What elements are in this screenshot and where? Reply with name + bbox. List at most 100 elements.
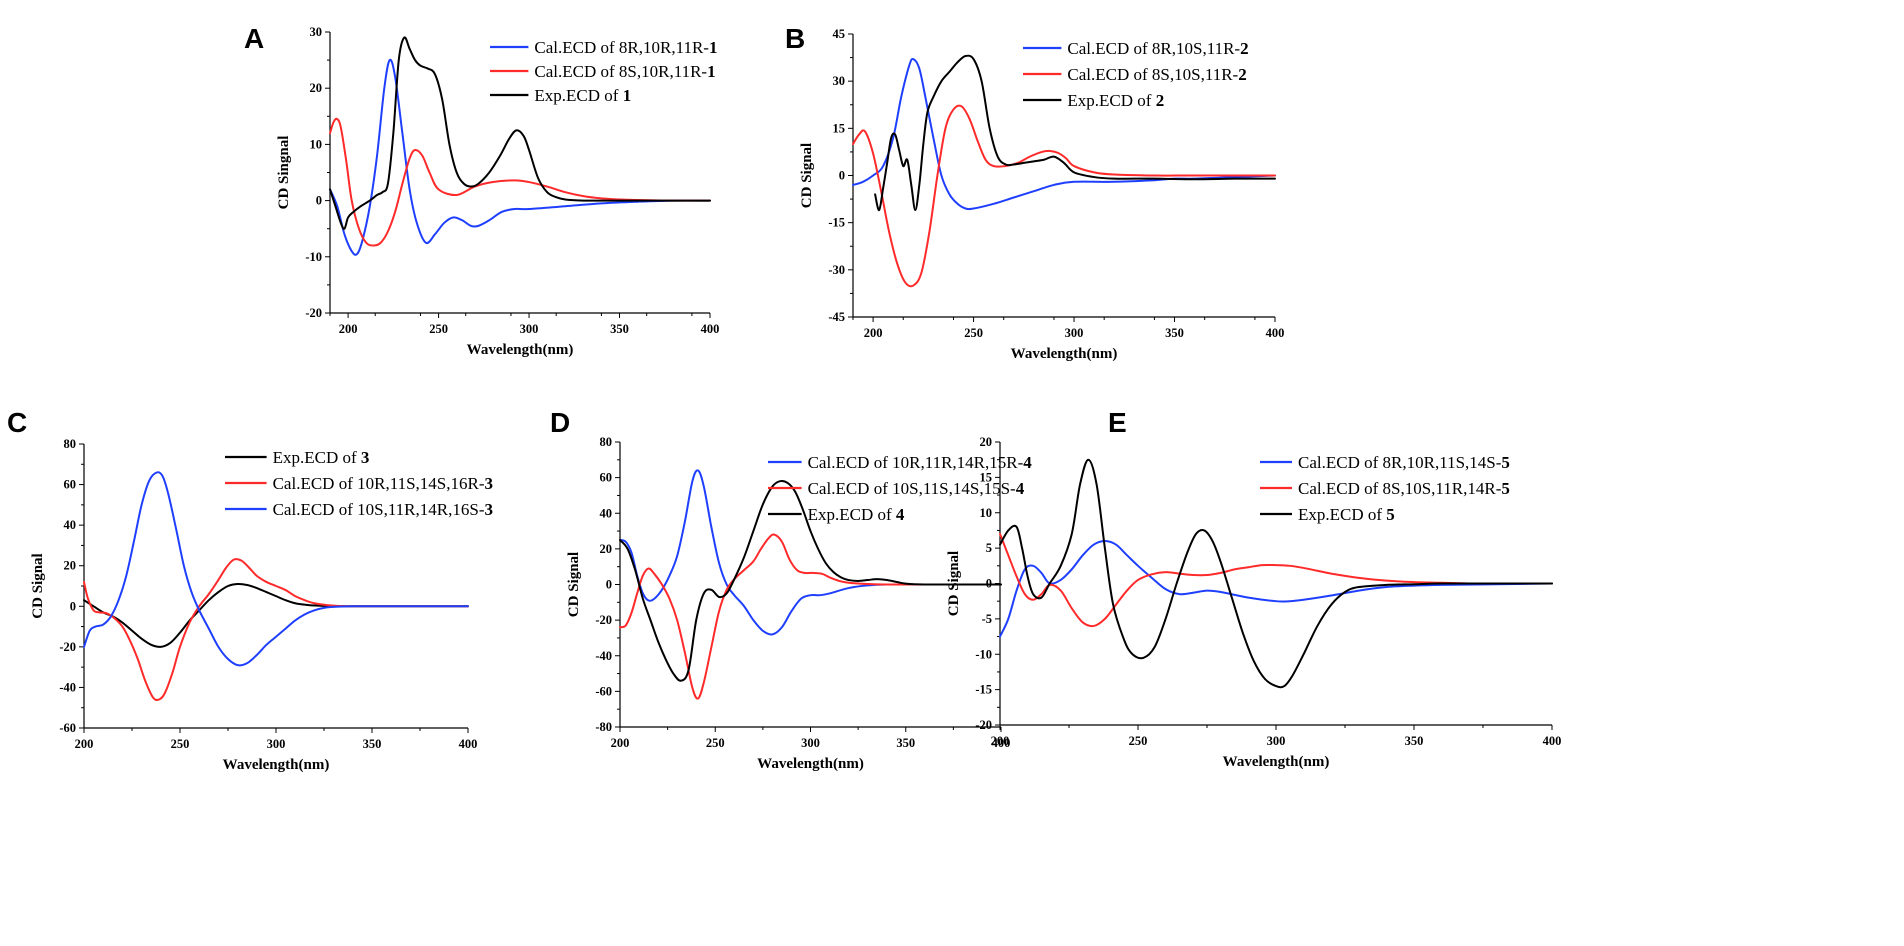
x-tick-label: 250: [964, 326, 983, 340]
y-tick-label: -60: [59, 721, 76, 735]
y-axis-title: CD Signal: [799, 143, 815, 208]
y-tick-label: 30: [310, 25, 323, 39]
legend-compound-number: 4: [896, 505, 905, 524]
y-tick-label: 80: [600, 435, 613, 449]
y-tick-label: 15: [980, 470, 993, 484]
legend-compound-number: 2: [1156, 91, 1165, 110]
y-tick-label: 0: [316, 194, 322, 208]
panel-letter: C: [7, 407, 27, 438]
legend-label: Cal.ECD of 10S,11S,14S,15S-: [808, 479, 1016, 498]
series-line-blue: [852, 58, 1276, 211]
legend-compound-number: 5: [1501, 479, 1510, 498]
x-tick-label: 350: [1405, 734, 1424, 748]
legend-entry: Exp.ECD of 1: [534, 86, 631, 105]
legend-entry: Cal.ECD of 8R,10S,11R-2: [1067, 39, 1248, 58]
y-tick-label: 15: [833, 121, 846, 135]
y-tick-label: -80: [595, 720, 612, 734]
x-tick-label: 400: [701, 322, 720, 336]
x-tick-label: 300: [801, 736, 820, 750]
y-tick-label: 60: [600, 471, 613, 485]
legend-entry: Cal.ECD of 8S,10S,11R,14R-5: [1298, 479, 1510, 498]
legend-compound-number: 3: [361, 448, 370, 467]
y-tick-label: -20: [59, 640, 76, 654]
series-line-black: [83, 582, 469, 648]
y-tick-label: -10: [975, 647, 992, 661]
y-axis-title: CD Signal: [946, 551, 962, 616]
legend-compound-number: 5: [1501, 453, 1510, 472]
y-tick-label: 40: [64, 518, 77, 532]
legend-compound-number: 3: [484, 474, 493, 493]
legend-compound-number: 5: [1386, 505, 1395, 524]
series-line-red: [619, 533, 1002, 700]
series-line-black: [874, 54, 1276, 212]
y-axis-title: CD Singnal: [276, 136, 292, 210]
y-tick-label: 80: [64, 437, 77, 451]
x-axis-title: Wavelength(nm): [1011, 346, 1118, 362]
series-line-red: [329, 117, 711, 247]
y-tick-label: 0: [70, 599, 76, 613]
x-tick-label: 350: [896, 736, 915, 750]
x-tick-label: 250: [1129, 734, 1148, 748]
y-tick-label: -10: [305, 250, 322, 264]
legend-compound-number: 4: [1016, 479, 1025, 498]
x-axis-title: Wavelength(nm): [1223, 754, 1330, 770]
panel-a: A -20 -10 0 10 20 30 200 250 300 350 400 Wavelength(…: [244, 23, 719, 358]
y-tick-label: 5: [986, 541, 992, 555]
legend-entry: Cal.ECD of 10R,11R,14R,15R-4: [808, 453, 1033, 472]
legend-entry: Cal.ECD of 8S,10S,11R-2: [1067, 65, 1246, 84]
series-line-blue: [329, 58, 711, 256]
panel-e: E -20 -15 -10 -5 0 5 10 15 20 200 250 300 350 400 Wavel…: [946, 407, 1561, 770]
legend-compound-number: 1: [623, 86, 632, 105]
legend-entry: Cal.ECD of 8S,10R,11R-1: [534, 62, 715, 81]
legend-label: Cal.ECD of 10R,11S,14S,16R-: [273, 474, 485, 493]
panel-c: C -60 -40 -20 0 20 40 60 80 200 250 300 350 400 Wavele…: [7, 407, 493, 773]
panel-letter: B: [785, 23, 805, 54]
x-tick-label: 350: [1165, 326, 1184, 340]
x-axis-title: Wavelength(nm): [757, 756, 864, 772]
legend-compound-number: 1: [707, 62, 716, 81]
x-tick-label: 200: [611, 736, 630, 750]
x-tick-label: 400: [992, 736, 1011, 750]
legend-label: Exp.ECD of: [534, 86, 622, 105]
legend-label: Cal.ECD of 10S,11R,14R,16S-: [273, 500, 485, 519]
legend-compound-number: 1: [709, 38, 718, 57]
legend-entry: Cal.ECD of 10R,11S,14S,16R-3: [273, 474, 493, 493]
legend-entry: Cal.ECD of 8R,10R,11R-1: [534, 38, 717, 57]
y-tick-label: 20: [310, 81, 323, 95]
y-tick-label: -30: [828, 263, 845, 277]
panel-b: B -45 -30 -15 0 15 30 45 200 250 300 350 400 Waveleng…: [785, 23, 1284, 362]
y-tick-label: 0: [986, 577, 992, 591]
y-tick-label: -20: [975, 718, 992, 732]
series-line-blue: [619, 469, 1002, 636]
legend-entry: Exp.ECD of 2: [1067, 91, 1164, 110]
series-line-black: [999, 458, 1553, 689]
series-line-red: [999, 532, 1553, 628]
x-tick-label: 250: [429, 322, 448, 336]
series-line-blue: [999, 540, 1553, 638]
x-tick-label: 250: [706, 736, 725, 750]
legend-label: Cal.ECD of 8S,10S,11R-: [1067, 65, 1238, 84]
x-tick-label: 200: [991, 734, 1010, 748]
y-tick-label: -15: [975, 683, 992, 697]
legend-label: Exp.ECD of: [273, 448, 361, 467]
legend-label: Cal.ECD of 8R,10R,11S,14S-: [1298, 453, 1502, 472]
y-tick-label: -15: [828, 216, 845, 230]
x-tick-label: 300: [520, 322, 539, 336]
x-tick-label: 300: [267, 737, 286, 751]
legend-entry: Cal.ECD of 10S,11R,14R,16S-3: [273, 500, 493, 519]
x-tick-label: 400: [1266, 326, 1285, 340]
y-tick-label: 10: [310, 137, 323, 151]
series-line-black: [619, 479, 1002, 682]
y-tick-label: -40: [595, 649, 612, 663]
y-tick-label: 10: [980, 506, 993, 520]
series-line-black: [329, 36, 711, 230]
x-tick-label: 200: [864, 326, 883, 340]
legend-compound-number: 4: [1023, 453, 1032, 472]
legend-label: Cal.ECD of 10R,11R,14R,15R-: [808, 453, 1024, 472]
legend-label: Cal.ECD of 8S,10R,11R-: [534, 62, 707, 81]
legend-compound-number: 2: [1240, 39, 1249, 58]
y-tick-label: -20: [305, 306, 322, 320]
legend-label: Exp.ECD of: [808, 505, 896, 524]
legend-label: Exp.ECD of: [1067, 91, 1155, 110]
